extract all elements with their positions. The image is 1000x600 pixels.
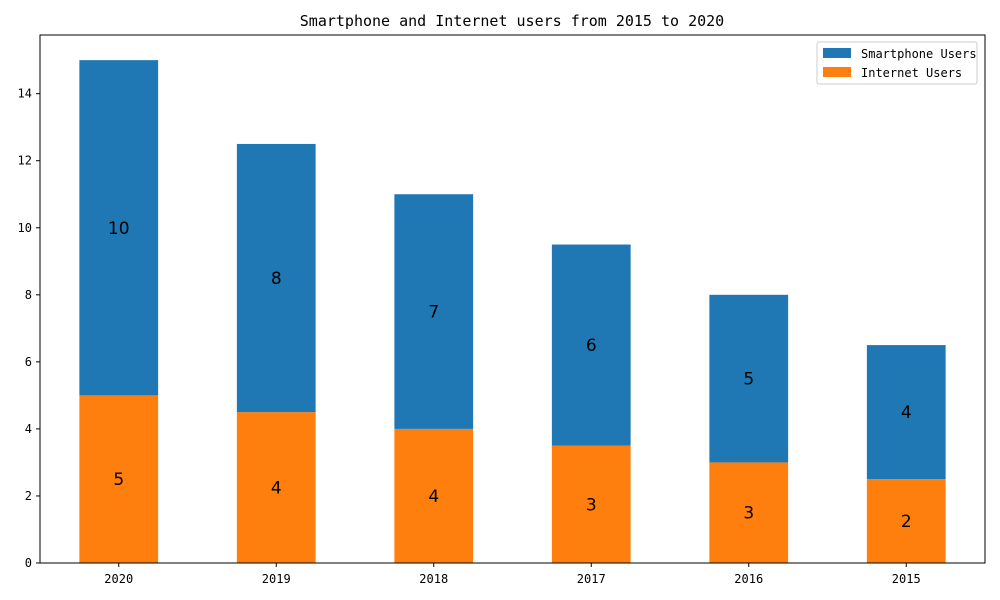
y-tick-label: 12 xyxy=(18,154,32,168)
legend-swatch-internet-users xyxy=(823,67,851,77)
legend-label-internet-users: Internet Users xyxy=(861,66,962,80)
data-label-internet-users-2018: 4 xyxy=(428,487,439,507)
x-tick-label: 2018 xyxy=(419,572,448,586)
legend-swatch-smartphone-users xyxy=(823,48,851,58)
bar-internet-users-2015 xyxy=(866,479,946,563)
y-tick-label: 2 xyxy=(25,489,32,503)
bars-group xyxy=(79,60,946,563)
x-tick-label: 2016 xyxy=(734,572,763,586)
data-label-internet-users-2020: 5 xyxy=(113,470,124,490)
bar-smartphone-users-2015 xyxy=(866,345,946,480)
y-tick-label: 4 xyxy=(25,422,32,436)
data-label-smartphone-users-2019: 8 xyxy=(271,269,282,289)
x-tick-label: 2020 xyxy=(104,572,133,586)
bar-internet-users-2016 xyxy=(709,462,789,563)
data-label-smartphone-users-2018: 7 xyxy=(428,303,439,323)
x-tick-label: 2019 xyxy=(262,572,291,586)
data-labels-group: 5 10 4 8 4 7 3 6 3 5 2 4 xyxy=(108,219,912,532)
data-label-smartphone-users-2016: 5 xyxy=(743,370,754,390)
legend-label-smartphone-users: Smartphone Users xyxy=(861,47,977,61)
x-tick-label: 2015 xyxy=(892,572,921,586)
data-label-internet-users-2015: 2 xyxy=(901,512,912,532)
bar-internet-users-2018 xyxy=(394,428,474,563)
x-tick-label: 2017 xyxy=(577,572,606,586)
data-label-internet-users-2017: 3 xyxy=(586,495,597,515)
bar-smartphone-users-2020 xyxy=(79,60,159,396)
bar-smartphone-users-2019 xyxy=(236,143,316,413)
chart-title: Smartphone and Internet users from 2015 … xyxy=(300,12,724,30)
bar-internet-users-2017 xyxy=(551,445,631,563)
data-label-smartphone-users-2020: 10 xyxy=(108,219,130,239)
bar-smartphone-users-2017 xyxy=(551,244,631,446)
y-tick-label: 8 xyxy=(25,288,32,302)
bar-smartphone-users-2018 xyxy=(394,194,474,429)
bar-internet-users-2019 xyxy=(236,412,316,563)
legend-box xyxy=(816,41,978,85)
data-label-smartphone-users-2015: 4 xyxy=(901,403,912,423)
y-tick-label: 6 xyxy=(25,355,32,369)
y-tick-label: 14 xyxy=(18,87,32,101)
y-tick-label: 0 xyxy=(25,556,32,570)
y-tick-label: 10 xyxy=(18,221,32,235)
axes-group: 0 2 4 6 8 10 12 14 2020 2019 2018 2017 2016 2015 xyxy=(18,34,986,586)
legend: Smartphone Users Internet Users xyxy=(816,41,978,85)
data-label-internet-users-2016: 3 xyxy=(743,504,754,524)
bar-smartphone-users-2016 xyxy=(709,294,789,463)
plot-frame xyxy=(39,34,986,564)
data-label-internet-users-2019: 4 xyxy=(271,479,282,499)
data-label-smartphone-users-2017: 6 xyxy=(586,336,597,356)
bar-internet-users-2020 xyxy=(79,395,159,563)
